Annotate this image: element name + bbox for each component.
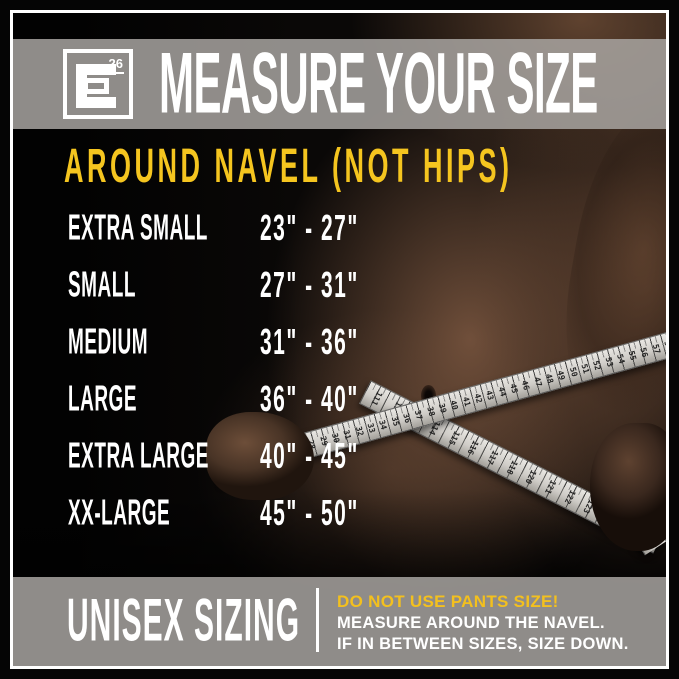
size-row: SMALL 27" - 31" [0,266,679,306]
logo-e-top-bar [76,64,116,75]
tape-number: 34 [377,418,389,431]
size-range: 31" - 36" [260,323,359,363]
footer-note-line: IF IN BETWEEN SIZES, SIZE DOWN. [337,635,629,653]
logo-e-stem [76,64,87,108]
size-range: 23" - 27" [260,209,359,249]
size-range: 45" - 50" [260,494,359,534]
size-label: EXTRA SMALL [68,209,208,249]
page-title: MEASURE YOUR SIZE [159,34,598,132]
subheading: AROUND NAVEL (NOT HIPS) [64,139,513,193]
tape-number: 121 [543,478,558,496]
unisex-sizing-label: UNISEX SIZING [67,588,301,655]
logo-e-middle-bar [83,78,109,94]
footer-note-line: MEASURE AROUND THE NAVEL. [337,613,605,632]
footer-band: UNISEX SIZING DO NOT USE PANTS SIZE! MEA… [13,577,666,666]
size-row: EXTRA SMALL 23" - 27" [0,209,679,249]
tape-number: 49 [555,369,567,381]
footer-divider [316,588,319,652]
header-band: 26 MEASURE YOUR SIZE [13,34,666,132]
right-hand [590,423,666,551]
size-label: SMALL [68,266,136,306]
tape-number: 50 [567,365,579,378]
logo-e-bottom-bar [76,97,116,108]
size-row: LARGE 36" - 40" [0,380,679,420]
footer-notes: DO NOT USE PANTS SIZE! MEASURE AROUND TH… [337,591,629,656]
size-range: 36" - 40" [260,380,359,420]
brand-logo-e [76,64,116,108]
size-label: MEDIUM [68,323,149,363]
size-range: 40" - 45" [260,437,359,477]
size-row: XX-LARGE 45" - 50" [0,494,679,534]
brand-logo: 26 [63,49,133,119]
size-label: XX-LARGE [68,494,171,534]
size-row: EXTRA LARGE 40" - 45" [0,437,679,477]
size-row: MEDIUM 31" - 36" [0,323,679,363]
size-range: 27" - 31" [260,266,359,306]
footer-warning: DO NOT USE PANTS SIZE! [337,592,559,611]
size-label: LARGE [68,380,137,420]
size-label: EXTRA LARGE [68,437,209,477]
tape-number: 51 [579,362,591,375]
tape-number: 33 [365,421,377,434]
left-hand [206,412,314,500]
